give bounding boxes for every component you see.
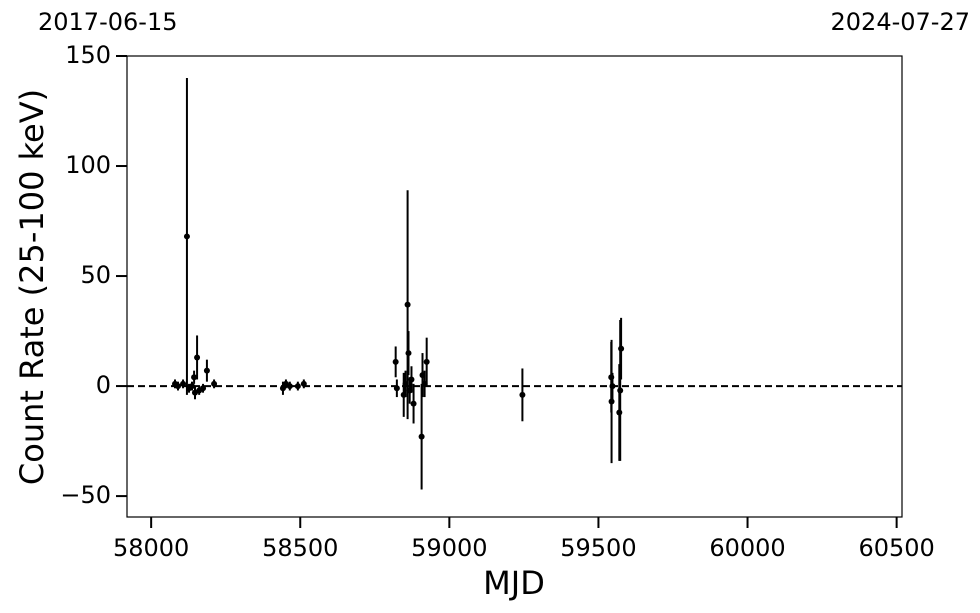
- plot-frame: [126, 55, 903, 518]
- data-point: [404, 301, 411, 308]
- data-point: [200, 385, 207, 392]
- data-point: [609, 383, 616, 390]
- x-tick-label: 58000: [113, 534, 189, 562]
- data-point: [203, 367, 210, 374]
- y-tick-label: 50: [80, 261, 111, 289]
- y-tick-label: 150: [65, 41, 111, 69]
- y-tick-label: 100: [65, 151, 111, 179]
- data-point: [174, 383, 181, 390]
- top-label: 2017-06-15: [38, 8, 177, 36]
- x-axis-label: MJD: [483, 564, 545, 602]
- data-point: [392, 358, 399, 365]
- data-point: [191, 374, 198, 381]
- data-point: [211, 380, 218, 387]
- y-axis-label: Count Rate (25-100 keV): [13, 89, 51, 485]
- data-point: [410, 400, 417, 407]
- x-tick-label: 60000: [709, 534, 785, 562]
- data-point: [189, 383, 196, 390]
- data-point: [279, 385, 286, 392]
- data-point: [617, 387, 624, 394]
- y-tick-label: 0: [96, 371, 111, 399]
- data-point: [519, 391, 526, 398]
- data-point: [300, 380, 307, 387]
- data-point: [618, 345, 625, 352]
- data-point: [408, 376, 415, 383]
- x-tick-label: 60500: [858, 534, 934, 562]
- data-point: [194, 354, 201, 361]
- data-point: [608, 398, 615, 405]
- x-tick-label: 59000: [411, 534, 487, 562]
- data-point: [393, 385, 400, 392]
- data-point: [405, 350, 412, 357]
- x-tick-label: 59500: [560, 534, 636, 562]
- data-point: [418, 433, 425, 440]
- top-label: 2024-07-27: [831, 8, 970, 36]
- data-point: [294, 383, 301, 390]
- data-point: [183, 233, 190, 240]
- x-tick-label: 58500: [262, 534, 338, 562]
- data-point: [423, 358, 430, 365]
- data-point: [286, 383, 293, 390]
- data-point: [180, 380, 187, 387]
- y-tick-label: −50: [60, 481, 111, 509]
